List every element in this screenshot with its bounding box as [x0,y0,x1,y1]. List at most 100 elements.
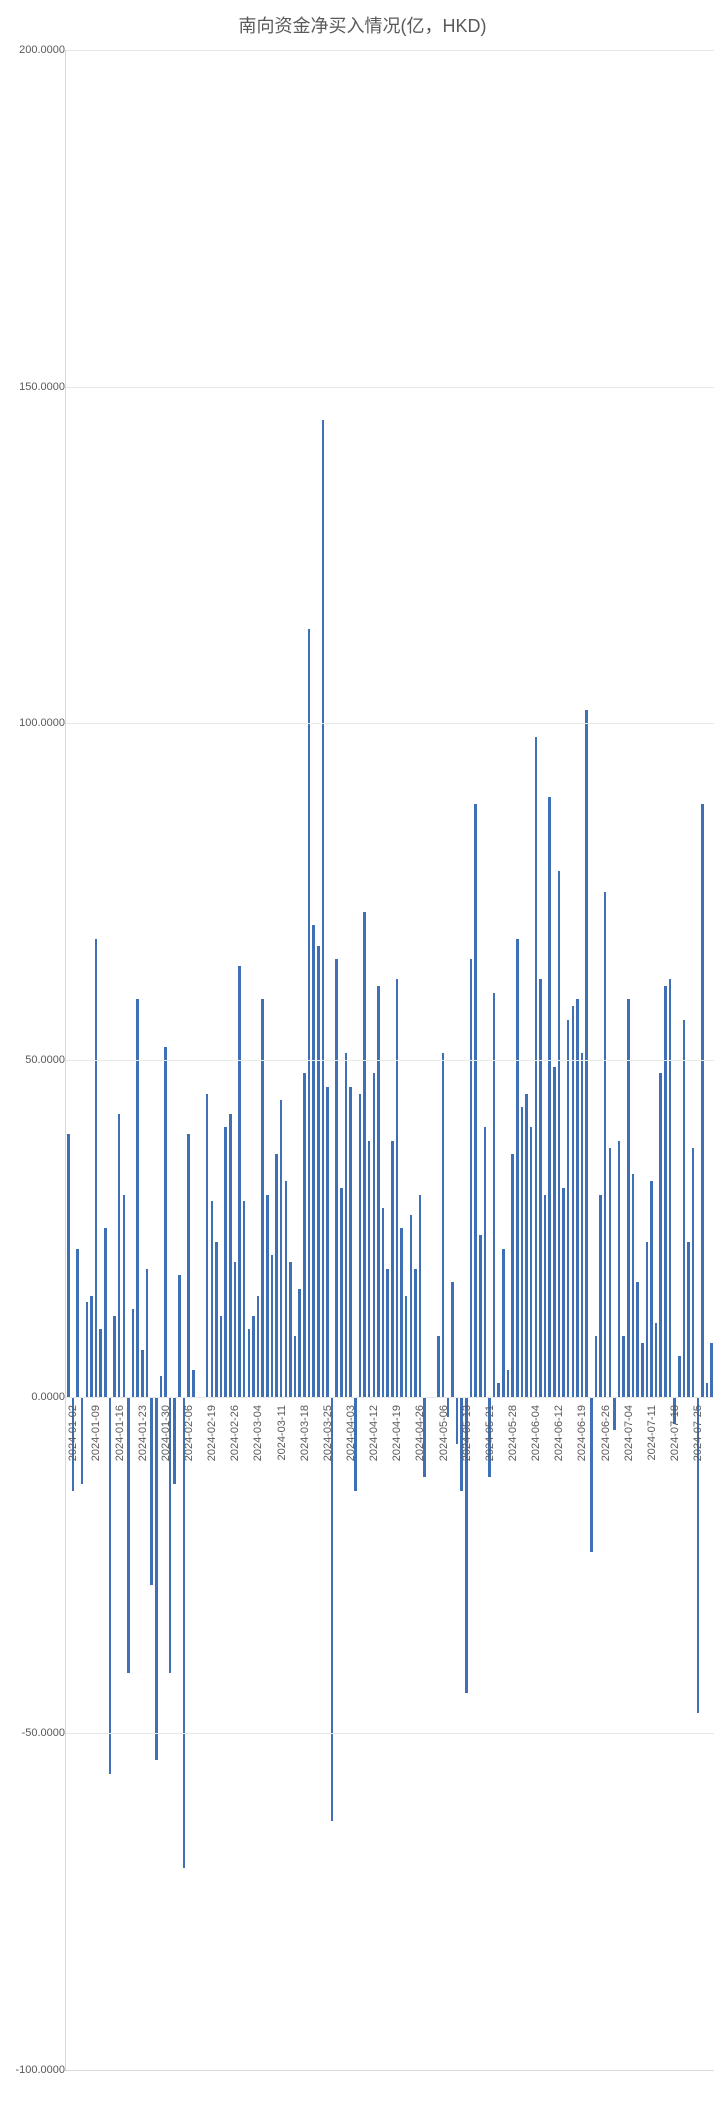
y-axis-tick: 0.0000 [31,1391,65,1403]
bar [419,1195,422,1397]
bar [391,1141,394,1397]
bar [164,1047,167,1397]
bar [636,1282,639,1396]
bar [257,1296,260,1397]
x-axis-tick: 2024-04-12 [368,1405,380,1475]
bar [474,804,477,1397]
bar [192,1370,195,1397]
bar [622,1336,625,1397]
x-axis-tick: 2024-06-19 [576,1405,588,1475]
gridline [66,1733,714,1734]
bar [150,1397,153,1586]
bar [141,1350,144,1397]
x-axis-tick: 2024-07-18 [669,1405,681,1475]
bar [655,1323,658,1397]
x-axis-tick: 2024-04-19 [391,1405,403,1475]
bar [576,999,579,1396]
bar [595,1336,598,1397]
bar [215,1242,218,1397]
bar [683,1020,686,1397]
bar [437,1336,440,1397]
gridline [66,1397,714,1398]
bar [90,1296,93,1397]
bar [609,1148,612,1397]
x-axis-tick: 2024-06-26 [600,1405,612,1475]
x-axis-tick: 2024-05-21 [484,1405,496,1475]
bar [238,966,241,1397]
bar [590,1397,593,1552]
bar [613,1397,616,1431]
x-axis-tick: 2024-01-02 [67,1405,79,1475]
bar [377,986,380,1397]
bar [632,1174,635,1396]
bar [81,1397,84,1485]
x-axis-tick: 2024-07-04 [623,1405,635,1475]
bar [298,1289,301,1397]
bar [396,979,399,1396]
bar [470,959,473,1397]
chart-container: 南向资金净买入情况(亿，HKD) -100.0000 -50.0000 0.0000… [0,0,725,2125]
x-axis-tick: 2024-03-04 [252,1405,264,1475]
bar [493,993,496,1397]
bar [484,1127,487,1396]
y-axis-tick: 150.0000 [19,381,65,393]
bar [502,1249,505,1397]
x-axis-tick: 2024-01-09 [90,1405,102,1475]
bar [146,1269,149,1397]
bar [326,1087,329,1397]
bar [678,1356,681,1396]
bar [234,1262,237,1397]
bar [539,979,542,1396]
bar [178,1275,181,1396]
bar [516,939,519,1397]
bar [359,1094,362,1397]
bar [701,804,704,1397]
bar [650,1181,653,1396]
bar [400,1228,403,1396]
x-axis-tick: 2024-01-16 [114,1405,126,1475]
bar [285,1181,288,1396]
bar [544,1195,547,1397]
gridline [66,50,714,51]
chart-title: 南向资金净买入情况(亿，HKD) [0,12,725,38]
bar [664,986,667,1397]
bar [187,1134,190,1397]
x-axis-tick: 2024-06-12 [553,1405,565,1475]
bar [553,1067,556,1397]
bar [95,939,98,1397]
x-axis-tick: 2024-02-06 [183,1405,195,1475]
x-axis-tick: 2024-03-11 [276,1405,288,1475]
bar [687,1242,690,1397]
bar [322,420,325,1396]
bar [414,1269,417,1397]
bar [410,1215,413,1397]
x-axis-tick: 2024-01-23 [137,1405,149,1475]
bar [252,1316,255,1397]
bar [548,797,551,1396]
bar [497,1383,500,1396]
bar [275,1154,278,1396]
y-axis-tick: -100.0000 [15,2064,65,2076]
y-axis-tick: 50.0000 [25,1054,65,1066]
bar [280,1100,283,1396]
x-axis-tick: 2024-02-19 [206,1405,218,1475]
bar [558,871,561,1396]
x-axis-tick: 2024-04-03 [345,1405,357,1475]
bar [104,1228,107,1396]
bar [109,1397,112,1774]
bar [386,1269,389,1397]
bar [442,1053,445,1396]
bar [382,1208,385,1397]
bar [340,1188,343,1397]
bar [451,1282,454,1396]
y-axis-tick: -50.0000 [22,1727,65,1739]
x-axis-tick: 2024-07-25 [692,1405,704,1475]
bar [76,1249,79,1397]
bar [479,1235,482,1397]
x-axis-tick: 2024-05-13 [461,1405,473,1475]
bar [289,1262,292,1397]
bar [585,710,588,1397]
bar [659,1073,662,1396]
bar [710,1343,713,1397]
x-axis-tick: 2024-02-26 [229,1405,241,1475]
